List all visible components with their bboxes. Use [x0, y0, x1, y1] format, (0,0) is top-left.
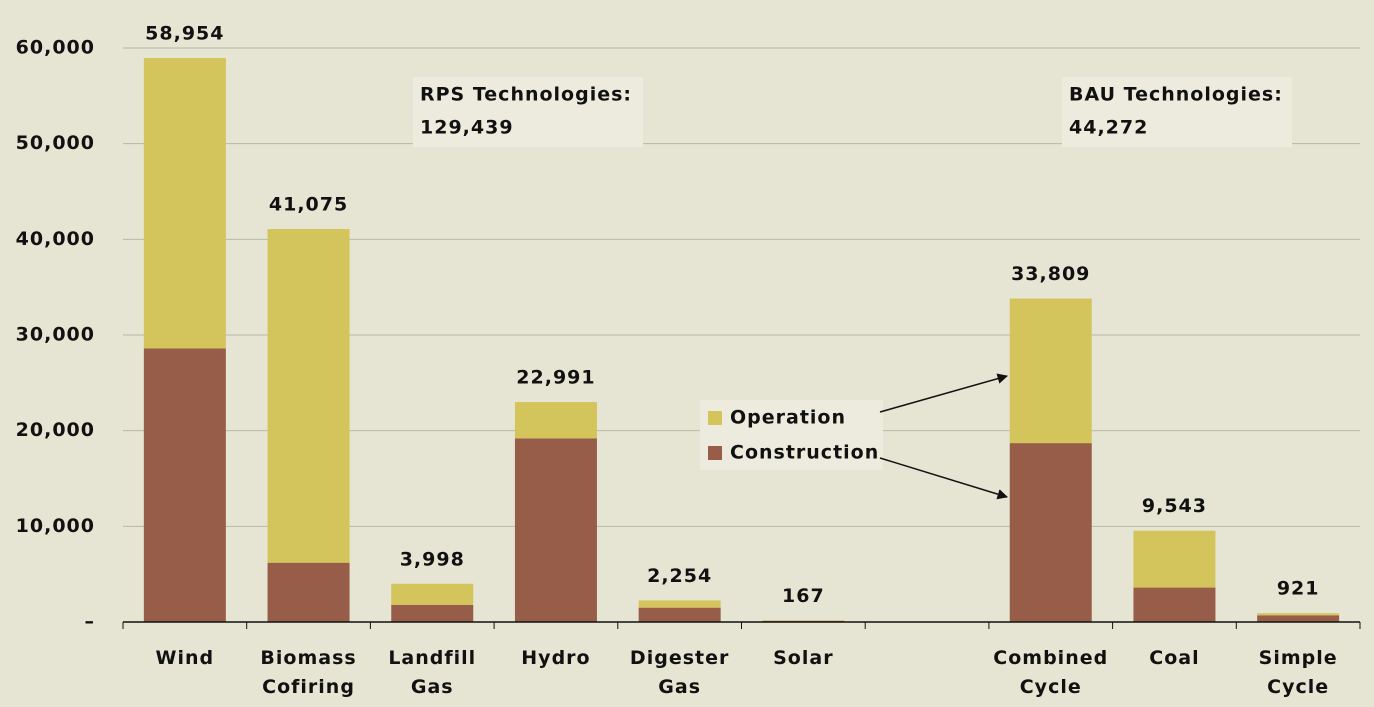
bar-segment: [1257, 613, 1340, 616]
annotation-box: [1062, 77, 1292, 147]
total-label: 9,543: [1142, 495, 1207, 517]
legend-swatch: [708, 411, 722, 425]
y-tick-label: 40,000: [16, 228, 95, 250]
y-tick-label: 50,000: [16, 132, 95, 154]
y-tick-label: 20,000: [16, 419, 95, 441]
total-label: 33,809: [1011, 263, 1090, 285]
total-label: 58,954: [145, 23, 224, 45]
x-tick-label: Combined Cycle: [993, 647, 1109, 698]
bar-segment: [391, 604, 474, 622]
bar-segment: [638, 607, 721, 622]
legend-swatch: [708, 446, 722, 460]
bar-segment: [143, 58, 226, 349]
bar-segment: [1009, 443, 1092, 622]
bar-segment: [1133, 587, 1216, 622]
x-tick-label: Wind: [155, 647, 215, 669]
bar-segment: [391, 583, 474, 605]
y-tick-label: 30,000: [16, 324, 95, 346]
legend-box: [700, 400, 883, 470]
total-label: 41,075: [269, 194, 348, 216]
x-tick-label: Biomass Cofiring: [260, 647, 357, 698]
x-tick-label: Hydro: [521, 647, 591, 669]
x-tick-label: Coal: [1149, 647, 1200, 669]
x-tick-label: Solar: [773, 647, 834, 669]
annotation-box: [413, 77, 643, 147]
total-label: 2,254: [647, 565, 712, 587]
total-label: 167: [782, 585, 825, 607]
bar-segment: [514, 438, 597, 622]
legend-label: Construction: [730, 442, 879, 464]
bar-segment: [1133, 530, 1216, 588]
annotation-value: 129,439: [420, 117, 514, 139]
total-label: 921: [1277, 578, 1320, 600]
y-tick-label: 60,000: [16, 37, 95, 59]
y-tick-label: 10,000: [16, 515, 95, 537]
total-label: 22,991: [516, 367, 595, 389]
annotation-value: 44,272: [1069, 117, 1148, 139]
x-tick-label: Landfill Gas: [388, 647, 477, 698]
total-label: 3,998: [400, 548, 465, 570]
legend-label: Operation: [730, 407, 846, 429]
bar-segment: [638, 600, 721, 608]
bar-segment: [514, 402, 597, 439]
bar-segment: [267, 562, 350, 622]
arrow: [879, 373, 1009, 413]
bar-segment: [143, 348, 226, 622]
x-tick-label: Simple Cycle: [1258, 647, 1338, 698]
bar-segment: [1009, 298, 1092, 444]
annotation-title: RPS Technologies:: [420, 84, 632, 106]
annotation-title: BAU Technologies:: [1069, 84, 1283, 106]
y-tick-label: –: [85, 611, 96, 633]
x-tick-label: Digester Gas: [629, 647, 730, 698]
arrow: [879, 457, 1009, 500]
bar-segment: [1257, 615, 1340, 622]
bar-segment: [267, 229, 350, 563]
